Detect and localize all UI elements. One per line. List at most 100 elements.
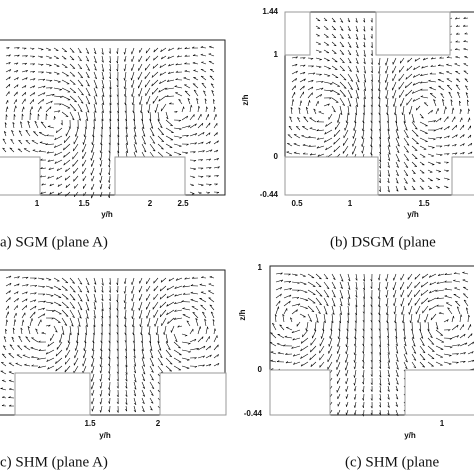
vector-arrow	[45, 87, 53, 90]
vector-arrow	[20, 327, 23, 335]
vector-arrow	[361, 121, 365, 132]
vector-arrow	[429, 72, 436, 75]
vector-arrow	[189, 175, 196, 179]
vector-arrow	[387, 409, 390, 416]
vector-arrow	[363, 65, 366, 74]
vector-arrow	[64, 357, 71, 365]
vector-arrow	[386, 113, 389, 124]
vector-arrow	[436, 281, 445, 284]
vector-arrow	[166, 293, 175, 299]
vector-arrow	[72, 151, 79, 160]
vector-arrow	[184, 70, 191, 73]
vector-arrow	[197, 355, 205, 359]
vector-arrow	[77, 71, 84, 79]
vector-arrow	[100, 127, 103, 138]
vector-arrow	[385, 57, 389, 66]
vector-arrow	[59, 333, 63, 343]
vector-arrow	[197, 141, 204, 145]
vector-arrow	[459, 352, 466, 355]
vector-arrow	[277, 351, 285, 355]
vector-arrow	[109, 79, 112, 90]
vector-arrow	[454, 48, 461, 51]
vector-arrow	[37, 277, 45, 281]
vector-arrow	[108, 405, 111, 413]
vector-arrow	[125, 119, 128, 130]
vector-arrow	[331, 313, 334, 324]
vector-arrow	[400, 273, 405, 281]
vector-arrow	[419, 121, 428, 127]
vector-arrow	[414, 273, 421, 280]
vector-arrow	[197, 159, 204, 162]
vector-arrow	[315, 17, 321, 22]
vector-arrow	[24, 363, 31, 367]
vector-arrow	[153, 309, 159, 318]
vector-arrow	[21, 305, 28, 311]
vector-arrow	[149, 127, 155, 137]
vector-arrow	[406, 65, 413, 72]
vector-arrow	[108, 317, 111, 327]
vector-arrow	[315, 57, 322, 61]
vector-arrow	[422, 57, 429, 61]
vector-arrow	[84, 119, 87, 130]
vector-arrow	[13, 283, 20, 287]
vector-arrow	[419, 177, 425, 182]
vector-arrow	[467, 125, 472, 131]
vector-arrow	[336, 361, 341, 370]
vector-arrow	[99, 357, 103, 368]
vector-arrow	[379, 369, 382, 378]
vector-arrow	[193, 77, 199, 81]
vector-arrow	[53, 79, 61, 83]
vector-arrow	[451, 315, 455, 323]
vector-arrow	[93, 79, 98, 89]
vector-arrow	[309, 127, 317, 131]
vector-arrow	[73, 167, 79, 174]
vector-arrow	[176, 55, 183, 58]
vector-arrow	[213, 344, 219, 351]
vector-arrow	[274, 314, 277, 323]
vector-arrow	[377, 73, 381, 83]
vector-arrow	[315, 81, 324, 84]
vector-arrow	[138, 87, 143, 97]
vector-arrow	[192, 83, 199, 89]
vector-arrow	[93, 95, 98, 105]
vector-arrow	[392, 73, 397, 82]
vector-arrow	[440, 93, 445, 99]
vector-arrow	[307, 86, 314, 91]
vector-arrow	[202, 311, 207, 319]
vector-arrow	[387, 177, 390, 184]
vector-arrow	[331, 17, 336, 23]
vector-arrow	[275, 279, 284, 283]
vector-arrow	[466, 99, 469, 107]
plot-frame	[269, 265, 474, 416]
vector-arrow	[354, 329, 357, 340]
vector-arrow	[101, 285, 104, 293]
vector-arrow	[403, 353, 408, 363]
vector-arrow	[39, 175, 47, 178]
vector-arrow	[307, 281, 316, 287]
vector-arrow	[182, 314, 191, 319]
vector-arrow	[459, 134, 465, 139]
vector-arrow	[421, 273, 429, 279]
vector-arrow	[370, 129, 373, 140]
vector-arrow	[386, 329, 389, 339]
vector-arrow	[160, 103, 167, 112]
vector-arrow	[15, 362, 23, 367]
vector-arrow	[462, 279, 469, 283]
vector-arrow	[65, 349, 71, 358]
vector-arrow	[29, 285, 38, 288]
vector-arrow	[392, 65, 397, 74]
vector-arrow	[395, 369, 399, 377]
vector-arrow	[298, 107, 301, 115]
vector-arrow	[385, 281, 389, 290]
vector-arrow	[99, 397, 103, 405]
vector-arrow	[411, 145, 418, 151]
vector-arrow	[93, 103, 97, 113]
vector-arrow	[169, 102, 175, 105]
vector-arrow	[313, 321, 317, 332]
vector-arrow	[307, 79, 314, 83]
vector-arrow	[446, 56, 453, 59]
vector-arrow	[189, 365, 198, 368]
vector-arrow	[21, 47, 27, 50]
vector-arrow	[415, 305, 421, 315]
vector-arrow	[13, 54, 20, 57]
